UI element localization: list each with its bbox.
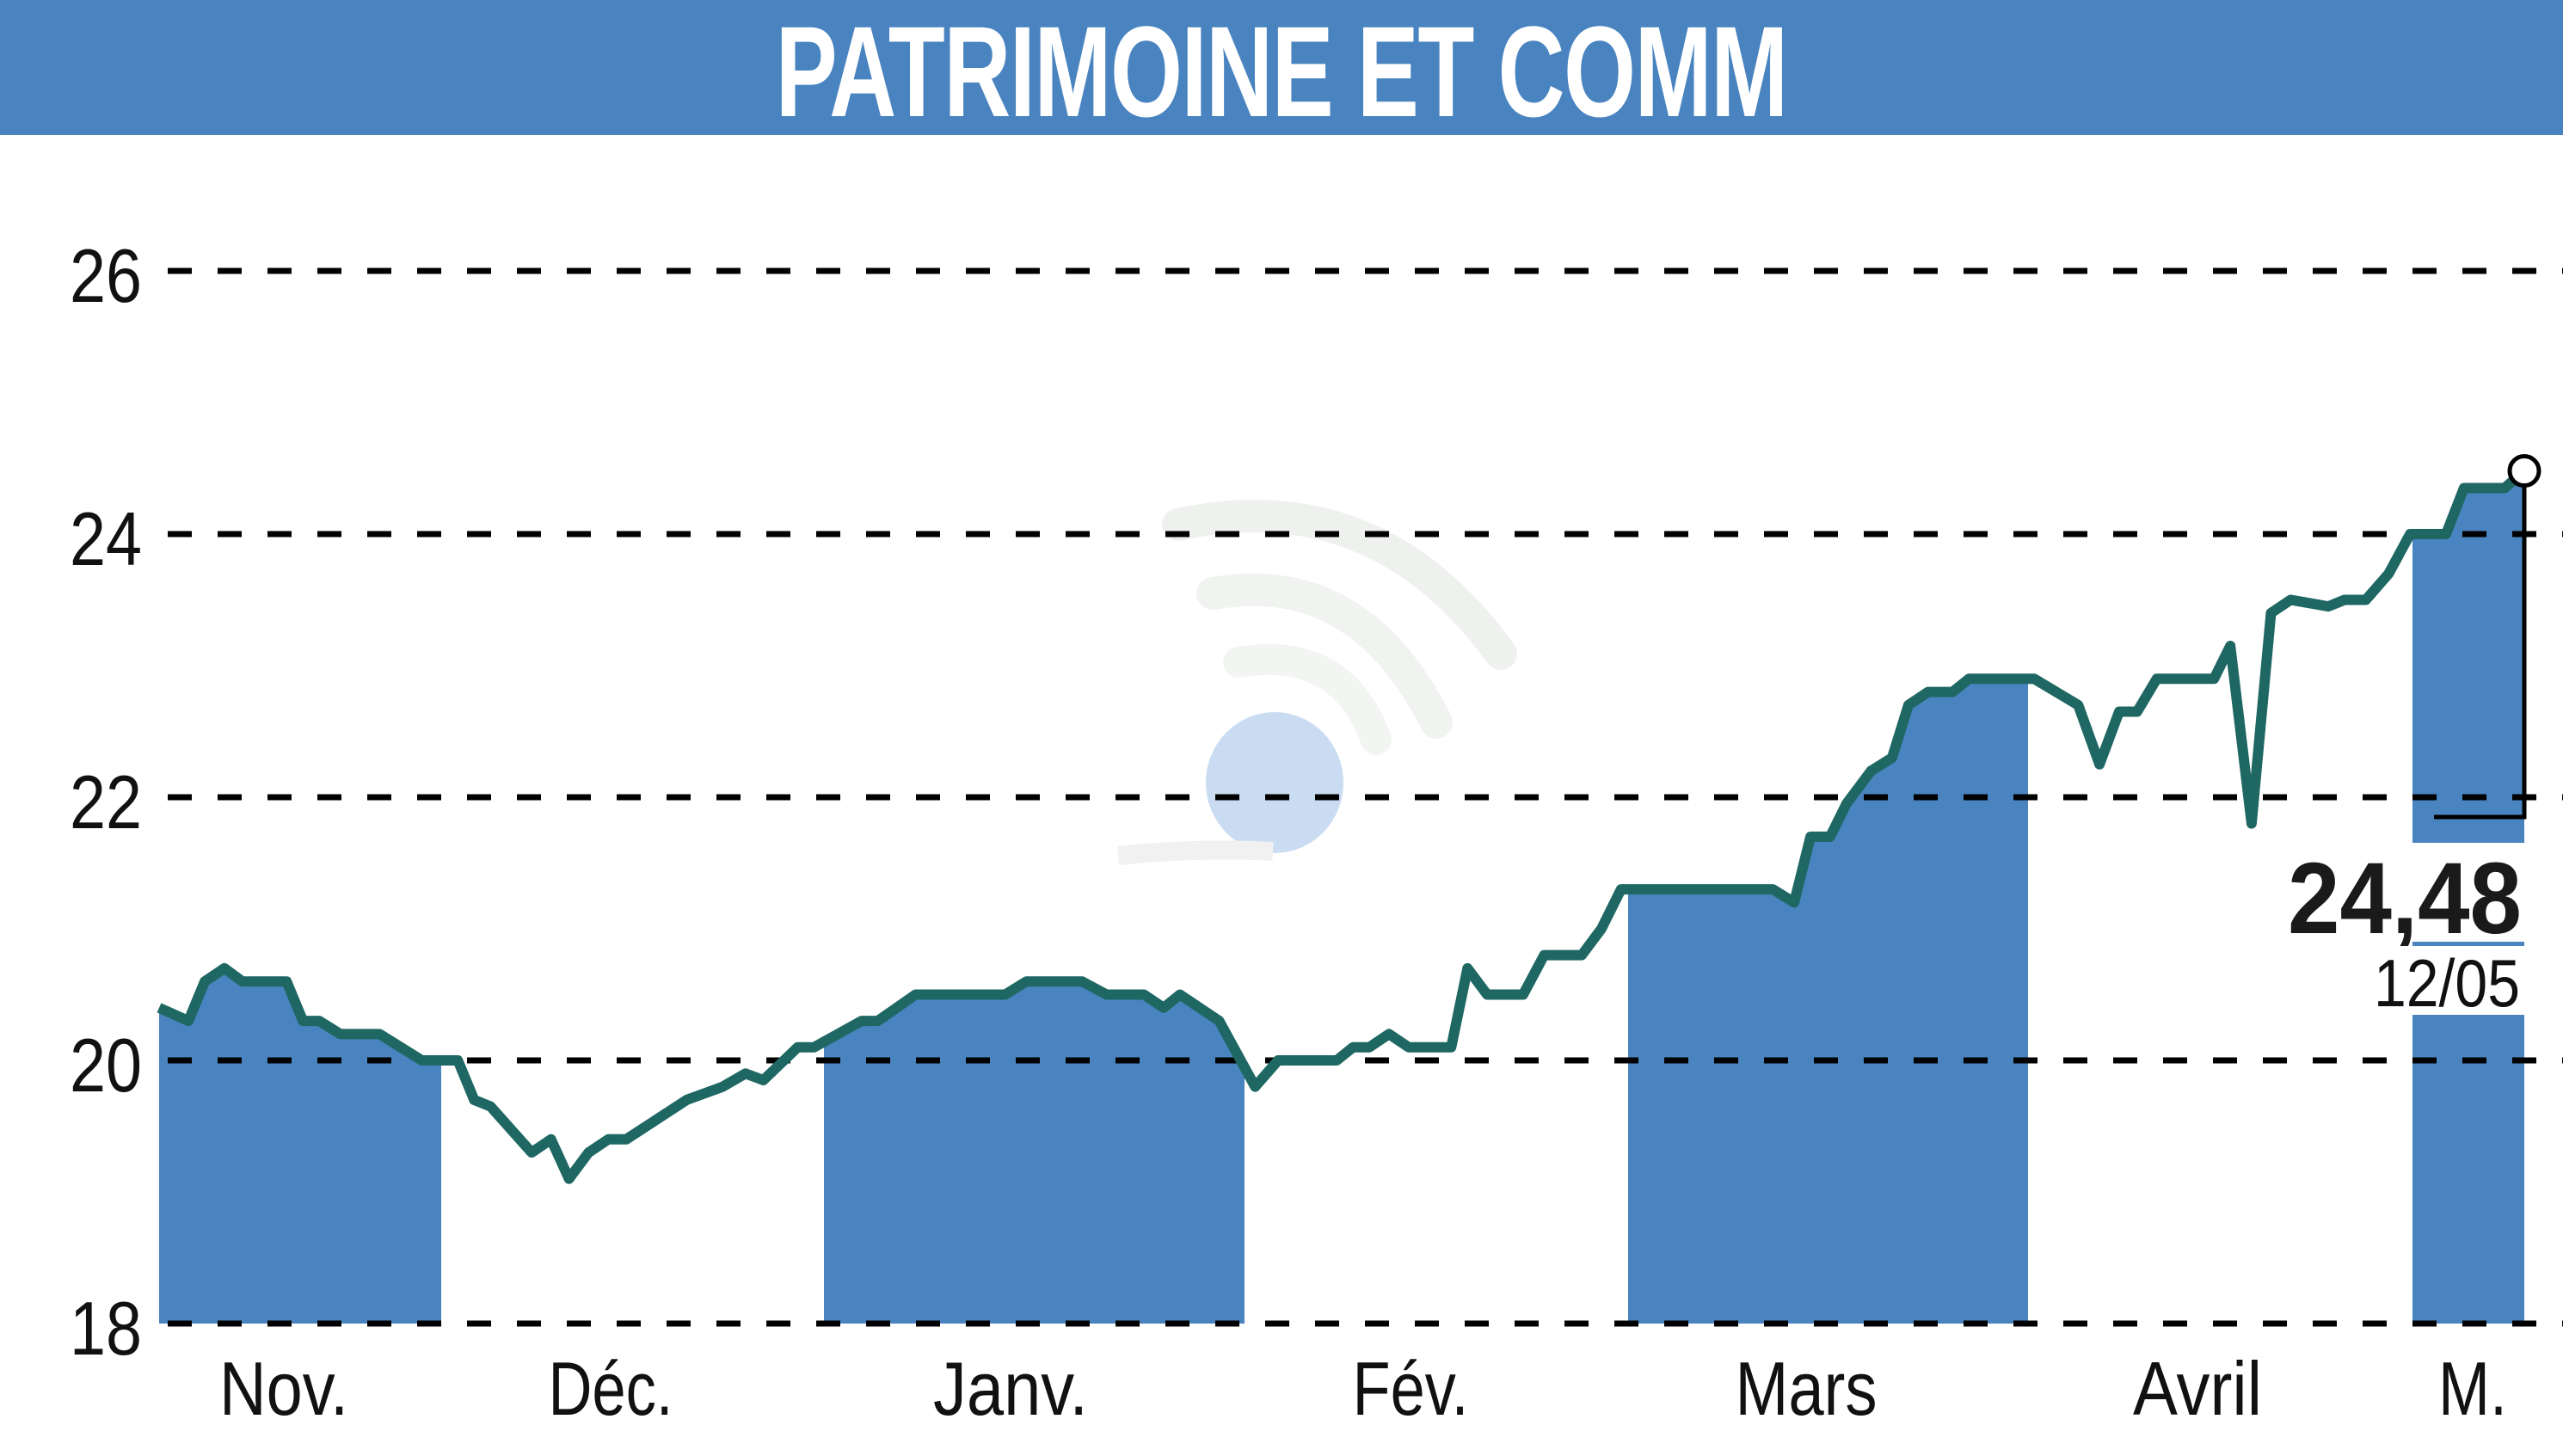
chart-title-text: PATRIMOINE ET COMM xyxy=(775,0,1788,144)
last-value: 24,48 xyxy=(2288,842,2522,955)
x-tick-label: Janv. xyxy=(933,1346,1088,1431)
y-tick-label: 26 xyxy=(70,233,142,318)
x-tick-label: Nov. xyxy=(219,1346,348,1431)
chart-title: PATRIMOINE ET COMM xyxy=(0,0,2563,144)
y-tick-label: 24 xyxy=(70,496,142,581)
last-value-bg xyxy=(2279,843,2529,942)
y-tick-label: 22 xyxy=(70,759,142,845)
last-value-bracket xyxy=(2434,470,2527,820)
x-tick-label: Mars xyxy=(1736,1346,1878,1431)
month-shading xyxy=(159,470,2524,1324)
y-tick-label: 18 xyxy=(70,1286,142,1371)
x-tick-label: Avril xyxy=(2133,1346,2262,1431)
x-tick-label: Déc. xyxy=(549,1346,673,1431)
shade-Nov. xyxy=(159,968,441,1324)
x-axis-labels: Nov. Déc. Janv. Fév. Mars Avril M. xyxy=(219,1346,2507,1431)
title-bar xyxy=(0,0,2563,135)
watermark-logo-icon xyxy=(1116,500,1517,865)
last-date: 12/05 xyxy=(2374,945,2520,1021)
gridlines xyxy=(168,267,2563,1327)
x-tick-label: M. xyxy=(2438,1346,2507,1431)
shade-Janv. xyxy=(824,981,1245,1324)
price-line xyxy=(157,467,2528,1184)
y-axis-labels: 18 20 22 24 26 xyxy=(70,233,142,1371)
last-date-bg xyxy=(2369,946,2524,1015)
y-tick-label: 20 xyxy=(70,1023,142,1108)
shade-Mars xyxy=(1628,679,2028,1324)
last-point-icon xyxy=(2507,454,2541,488)
x-tick-label: Fév. xyxy=(1353,1346,1469,1431)
last-value-marker xyxy=(2434,454,2541,820)
